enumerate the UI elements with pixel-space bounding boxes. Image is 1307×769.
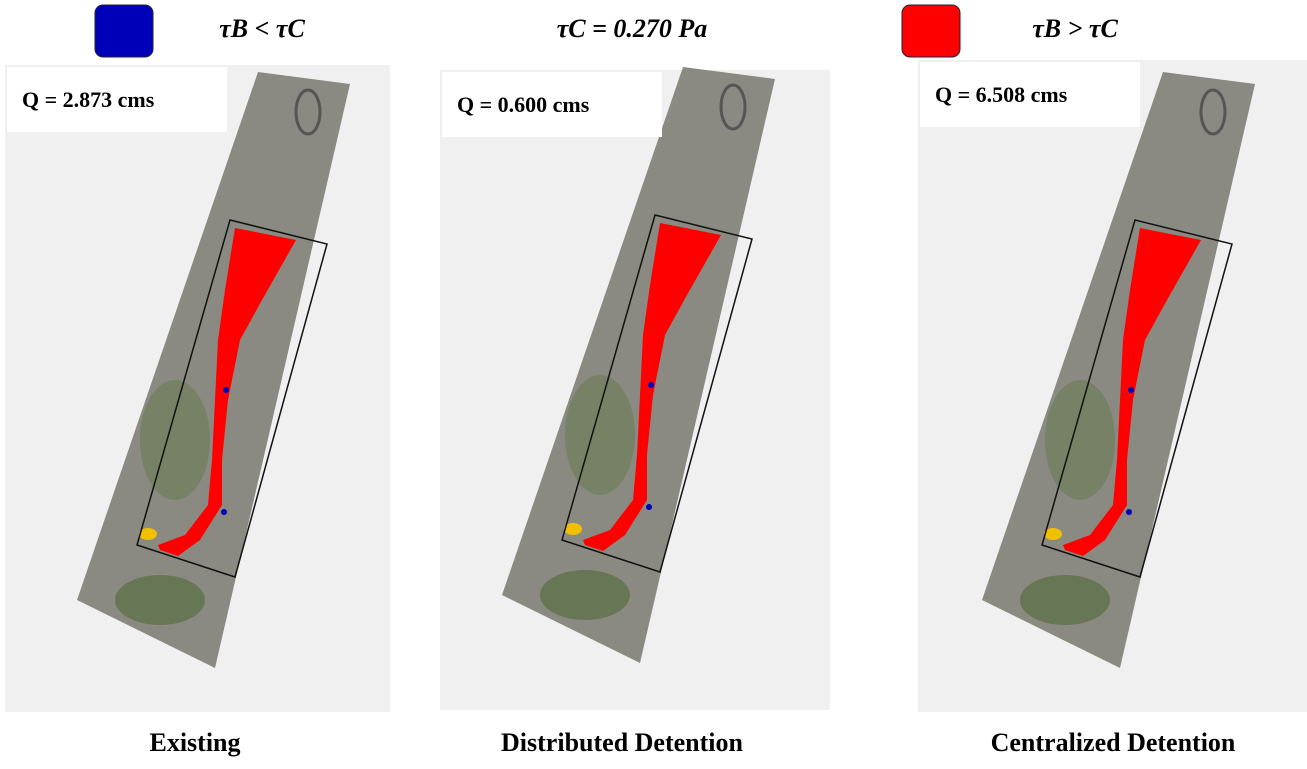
blue-below-zone xyxy=(221,509,227,515)
blue-below-zone xyxy=(1126,509,1132,515)
panel-caption: Centralized Detention xyxy=(991,728,1236,758)
legend-above: τB > τC xyxy=(1032,14,1118,44)
flow-label: Q = 6.508 cms xyxy=(935,82,1067,108)
vegetation xyxy=(1020,575,1110,625)
flow-label: Q = 2.873 cms xyxy=(22,87,154,113)
figure xyxy=(0,0,1307,769)
vegetation xyxy=(540,570,630,620)
panel-caption: Existing xyxy=(149,728,240,758)
blue-below-zone xyxy=(223,387,229,393)
panel-caption: Distributed Detention xyxy=(501,728,743,758)
legend-swatch-below xyxy=(95,5,153,57)
legend-swatch-above xyxy=(902,5,960,57)
blue-below-zone xyxy=(1128,387,1134,393)
legend-threshold: τC = 0.270 Pa xyxy=(557,14,708,44)
legend-below: τB < τC xyxy=(219,14,305,44)
blue-below-zone xyxy=(648,382,654,388)
flow-label: Q = 0.600 cms xyxy=(457,92,589,118)
blue-below-zone xyxy=(646,504,652,510)
vegetation xyxy=(1045,380,1115,500)
vegetation xyxy=(565,375,635,495)
vegetation xyxy=(115,575,205,625)
vegetation xyxy=(140,380,210,500)
page: {"legend": { "below": "τB < τC", "thresh… xyxy=(0,0,1307,769)
